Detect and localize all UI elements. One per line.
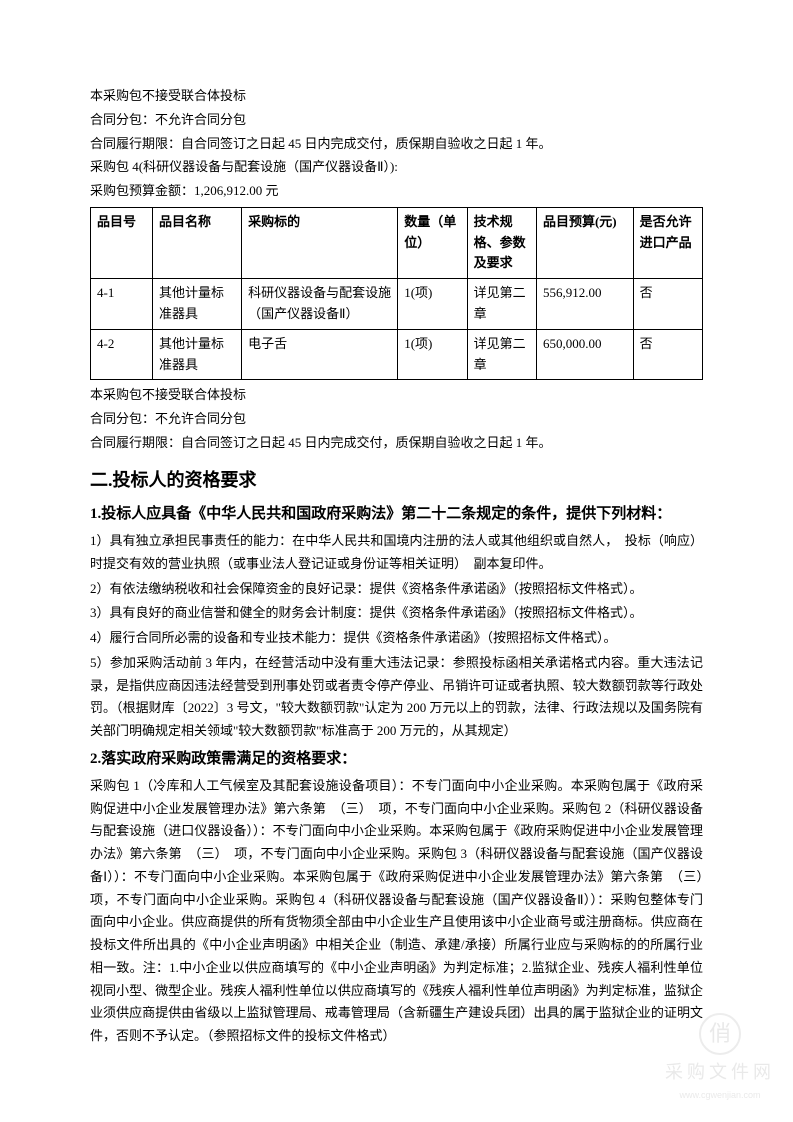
th-3: 数量（单位） xyxy=(398,207,467,278)
td: 其他计量标准器具 xyxy=(152,329,241,380)
td: 556,912.00 xyxy=(536,279,633,330)
watermark-icon: 俏 xyxy=(699,1013,741,1055)
table-header-row: 品目号 品目名称 采购标的 数量（单位） 技术规格、参数及要求 品目预算(元) … xyxy=(91,207,703,278)
sub1-item: 3）具有良好的商业信誉和健全的财务会计制度：提供《资格条件承诺函》（按照招标文件… xyxy=(90,602,703,625)
sub1-item: 4）履行合同所必需的设备和专业技术能力：提供《资格条件承诺函》（按照招标文件格式… xyxy=(90,627,703,650)
after-line2: 合同分包：不允许合同分包 xyxy=(90,408,703,431)
td: 其他计量标准器具 xyxy=(152,279,241,330)
sub1-item: 1）具有独立承担民事责任的能力：在中华人民共和国境内注册的法人或其他组织或自然人… xyxy=(90,530,703,576)
watermark-main: 采购文件网 xyxy=(665,1057,775,1089)
td: 科研仪器设备与配套设施（国产仪器设备Ⅱ） xyxy=(242,279,398,330)
table-row: 4-1 其他计量标准器具 科研仪器设备与配套设施（国产仪器设备Ⅱ） 1(项) 详… xyxy=(91,279,703,330)
sub2-body: 采购包 1（冷库和人工气候室及其配套设施设备项目）：不专门面向中小企业采购。本采… xyxy=(90,775,703,1048)
intro-line3: 合同履行期限：自合同签订之日起 45 日内完成交付，质保期自验收之日起 1 年。 xyxy=(90,133,703,156)
section2-title: 二.投标人的资格要求 xyxy=(90,465,703,497)
sub2-title: 2.落实政府采购政策需满足的资格要求： xyxy=(90,747,703,771)
td: 详见第二章 xyxy=(467,329,536,380)
td: 4-1 xyxy=(91,279,153,330)
th-1: 品目名称 xyxy=(152,207,241,278)
td: 4-2 xyxy=(91,329,153,380)
after-line1: 本采购包不接受联合体投标 xyxy=(90,384,703,407)
sub1-title: 1.投标人应具备《中华人民共和国政府采购法》第二十二条规定的条件，提供下列材料： xyxy=(90,502,703,526)
th-6: 是否允许进口产品 xyxy=(633,207,702,278)
intro-line5: 采购包预算金额：1,206,912.00 元 xyxy=(90,180,703,203)
intro-line2: 合同分包：不允许合同分包 xyxy=(90,109,703,132)
td: 1(项) xyxy=(398,279,467,330)
budget-table: 品目号 品目名称 采购标的 数量（单位） 技术规格、参数及要求 品目预算(元) … xyxy=(90,207,703,381)
td: 650,000.00 xyxy=(536,329,633,380)
th-2: 采购标的 xyxy=(242,207,398,278)
table-row: 4-2 其他计量标准器具 电子舌 1(项) 详见第二章 650,000.00 否 xyxy=(91,329,703,380)
watermark-sub: www.cgwenjian.com xyxy=(665,1088,775,1104)
th-0: 品目号 xyxy=(91,207,153,278)
intro-line1: 本采购包不接受联合体投标 xyxy=(90,85,703,108)
td: 电子舌 xyxy=(242,329,398,380)
th-5: 品目预算(元) xyxy=(536,207,633,278)
th-4: 技术规格、参数及要求 xyxy=(467,207,536,278)
td: 否 xyxy=(633,279,702,330)
td: 1(项) xyxy=(398,329,467,380)
td: 否 xyxy=(633,329,702,380)
sub1-item: 2）有依法缴纳税收和社会保障资金的良好记录：提供《资格条件承诺函》（按照招标文件… xyxy=(90,578,703,601)
td: 详见第二章 xyxy=(467,279,536,330)
intro-line4: 采购包 4(科研仪器设备与配套设施（国产仪器设备Ⅱ）): xyxy=(90,156,703,179)
after-line3: 合同履行期限：自合同签订之日起 45 日内完成交付，质保期自验收之日起 1 年。 xyxy=(90,432,703,455)
sub1-item: 5）参加采购活动前 3 年内，在经营活动中没有重大违法记录：参照投标函相关承诺格… xyxy=(90,652,703,743)
